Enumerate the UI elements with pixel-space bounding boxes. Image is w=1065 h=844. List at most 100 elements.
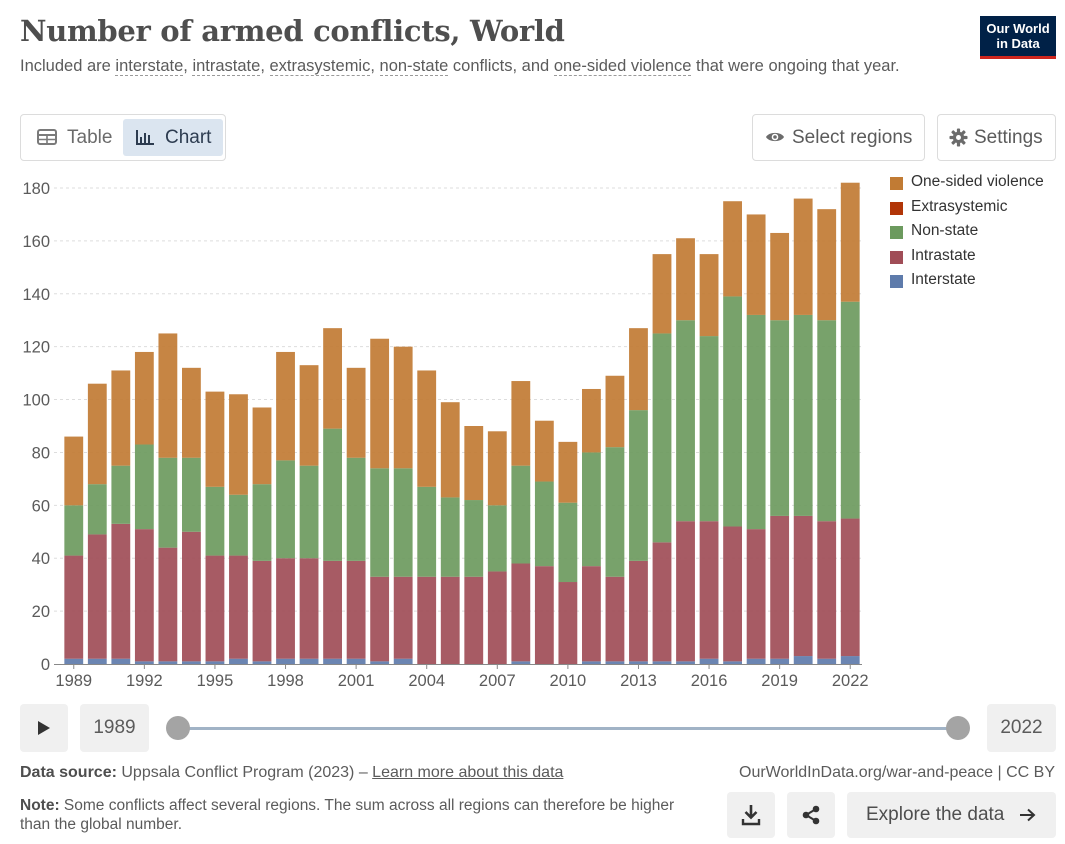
- bar-non-state-2022: [840, 301, 860, 519]
- bar-intrastate-2009: [534, 566, 554, 664]
- x-tick-label: 2013: [620, 672, 657, 690]
- bar-interstate-2001: [346, 658, 366, 664]
- bar-one-sided-violence-2016: [699, 254, 719, 337]
- subtitle-text: that were ongoing that year.: [691, 57, 900, 75]
- bar-non-state-2008: [511, 465, 531, 564]
- intrastate-term[interactable]: intrastate: [192, 57, 261, 76]
- bar-non-state-2018: [746, 314, 766, 530]
- bar-one-sided-violence-2005: [440, 402, 460, 498]
- bar-non-state-1997: [252, 484, 272, 561]
- bar-intrastate-2002: [370, 576, 390, 662]
- bar-one-sided-violence-1992: [134, 351, 154, 445]
- timeline-end-handle[interactable]: [946, 716, 970, 740]
- bar-interstate-1995: [205, 661, 225, 664]
- bar-intrastate-2000: [323, 560, 342, 659]
- one-sided-violence-term[interactable]: one-sided violence: [553, 57, 692, 76]
- bar-non-state-2004: [417, 486, 437, 577]
- x-tick-label: 2004: [408, 672, 445, 690]
- x-tick-label: 2001: [338, 672, 375, 690]
- play-button[interactable]: [20, 704, 68, 752]
- logo-line-2: in Data: [996, 36, 1040, 51]
- bar-one-sided-violence-2012: [605, 375, 625, 448]
- site-license[interactable]: OurWorldInData.org/war-and-peace | CC BY: [739, 764, 1055, 781]
- bar-one-sided-violence-1995: [205, 391, 225, 487]
- select-regions-button[interactable]: Select regions: [752, 114, 925, 161]
- x-tick-label: 2022: [832, 672, 869, 690]
- tab-chart[interactable]: Chart: [123, 119, 223, 156]
- bar-one-sided-violence-2000: [323, 328, 342, 429]
- tab-table[interactable]: Table: [25, 119, 121, 156]
- bar-intrastate-2019: [770, 515, 790, 659]
- chart-title: Number of armed conflicts, World: [20, 14, 565, 48]
- share-button[interactable]: [787, 792, 835, 838]
- bar-intrastate-1997: [252, 560, 272, 662]
- timeline-start-handle[interactable]: [166, 716, 190, 740]
- bar-one-sided-violence-2008: [511, 381, 531, 466]
- bar-non-state-2019: [770, 320, 790, 516]
- y-tick-label: 60: [32, 497, 50, 515]
- legend-label: Extrasystemic: [911, 197, 1008, 215]
- bar-interstate-1997: [252, 661, 272, 664]
- bar-intrastate-1998: [276, 558, 295, 659]
- bar-non-state-1991: [111, 465, 131, 524]
- end-year-box[interactable]: 2022: [987, 704, 1056, 752]
- bar-intrastate-2004: [417, 576, 437, 664]
- bar-non-state-2020: [793, 314, 813, 516]
- interstate-term[interactable]: interstate: [115, 57, 184, 76]
- y-tick-label: 140: [22, 286, 50, 304]
- bar-intrastate-2020: [793, 515, 813, 657]
- bar-intrastate-1990: [87, 534, 107, 659]
- table-icon: [37, 129, 57, 145]
- data-source: Data source: Uppsala Conflict Program (2…: [20, 764, 563, 782]
- bar-interstate-2018: [746, 658, 766, 664]
- bar-one-sided-violence-2019: [770, 232, 790, 321]
- x-tick-label: 2019: [761, 672, 798, 690]
- bar-intrastate-2017: [723, 526, 742, 662]
- bar-one-sided-violence-2002: [370, 338, 390, 469]
- bar-intrastate-1989: [64, 555, 84, 659]
- bar-non-state-2014: [652, 333, 672, 543]
- x-tick-label: 2007: [479, 672, 516, 690]
- source-label: Data source:: [20, 764, 117, 781]
- bar-intrastate-2008: [511, 563, 531, 662]
- logo-line-1: Our World: [986, 21, 1050, 36]
- bar-non-state-2002: [370, 468, 390, 577]
- explore-data-button[interactable]: Explore the data: [847, 792, 1056, 838]
- bar-intrastate-2014: [652, 542, 672, 662]
- bar-intrastate-1996: [229, 555, 248, 659]
- x-tick-label: 1992: [126, 672, 163, 690]
- bar-interstate-1999: [299, 658, 319, 664]
- y-tick-label: 40: [32, 550, 50, 568]
- bar-intrastate-2012: [605, 576, 625, 662]
- y-tick-label: 120: [22, 339, 50, 357]
- non-state-term[interactable]: non-state: [379, 57, 449, 76]
- bar-non-state-2009: [534, 481, 554, 567]
- bar-one-sided-violence-2020: [793, 198, 813, 315]
- bar-non-state-2010: [558, 502, 578, 583]
- y-tick-label: 180: [22, 180, 50, 198]
- start-year-box[interactable]: 1989: [80, 704, 149, 752]
- legend-swatch: [890, 177, 903, 190]
- bar-interstate-2000: [323, 658, 342, 664]
- bar-non-state-2013: [629, 410, 648, 561]
- timeline-track[interactable]: [178, 727, 958, 730]
- bar-intrastate-2022: [840, 518, 860, 657]
- owid-logo[interactable]: Our World in Data: [980, 16, 1056, 59]
- play-icon: [38, 721, 50, 735]
- bar-one-sided-violence-2003: [393, 346, 413, 469]
- bar-interstate-2013: [629, 661, 648, 664]
- settings-button[interactable]: Settings: [937, 114, 1056, 161]
- bar-non-state-1998: [276, 460, 295, 559]
- learn-more-link[interactable]: Learn more about this data: [372, 764, 564, 781]
- bar-one-sided-violence-2015: [676, 238, 695, 321]
- gear-icon: [949, 128, 968, 147]
- extrasystemic-term[interactable]: extrasystemic: [269, 57, 371, 76]
- bar-one-sided-violence-2013: [629, 328, 648, 411]
- bar-one-sided-violence-1997: [252, 407, 272, 485]
- x-tick-label: 2010: [550, 672, 587, 690]
- download-button[interactable]: [727, 792, 775, 838]
- note-label: Note:: [20, 797, 60, 814]
- subtitle-text: ,: [370, 57, 380, 75]
- bar-non-state-2003: [393, 468, 413, 577]
- bar-one-sided-violence-2017: [723, 201, 742, 297]
